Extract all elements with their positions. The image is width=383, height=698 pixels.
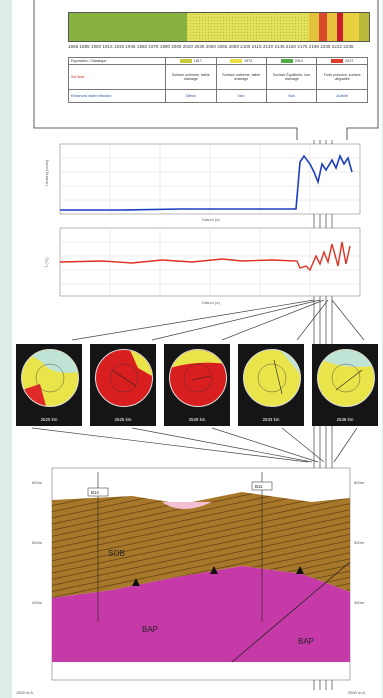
legend-col-1: 1817: [165, 56, 217, 66]
legend-row-label-2: Enhanced water intrusion: [68, 89, 166, 104]
chart-temperature-ylabel: T (°C): [44, 257, 49, 268]
section-footer-right: 2500 m A.: [348, 690, 366, 695]
chart-heating-ylabel: Heating (cm/a): [44, 159, 49, 186]
legend-table: Exposition / Classique 1817 1972 2014 20…: [68, 56, 368, 104]
chart-heating-xlabel: Datum (a): [202, 217, 220, 222]
disc-label-3: 2528 km: [188, 417, 206, 422]
depth-left-2: 500m: [32, 540, 43, 545]
disc-label-4: 2533 km: [262, 417, 280, 422]
cross-section: B14 B11 SOB BAP BAP 600m 500m 400m 600m …: [16, 467, 366, 695]
disc-label-1: 2520 km: [40, 417, 58, 422]
depth-left-1: 600m: [32, 480, 43, 485]
legend-status-2: Non: [215, 89, 267, 104]
legend-desc-2: Surface uniforme, faible drainage: [215, 64, 267, 91]
well-marker-right: B11: [255, 484, 263, 489]
legend-header: Exposition / Classique: [68, 56, 166, 66]
legend-status-4: Activité: [316, 89, 368, 104]
depth-left-3: 400m: [32, 600, 43, 605]
depth-right-3: 400m: [354, 600, 365, 605]
disc-image-3: 2528 km: [164, 344, 230, 426]
chart-heating: Heating (cm/a) Datum (a): [44, 143, 361, 222]
heating-series-line: [60, 153, 353, 211]
unit-label-sob: SOB: [108, 549, 125, 558]
chart-temperature: T (°C) Datum (a): [44, 227, 361, 305]
depth-right-2: 500m: [354, 540, 365, 545]
legend-desc-4: Forte pression, surface dégradée: [316, 64, 368, 91]
unit-label-bap-left: BAP: [142, 625, 158, 634]
legend-desc-1: Surface uniforme, faible drainage: [165, 64, 217, 91]
disc-image-4: 2533 km: [238, 344, 304, 426]
disc-label-2: 2525 km: [114, 417, 132, 422]
figure-panel: 1868 1885 1900 1915 1930 1945 1960 1975 …: [12, 0, 382, 698]
disc-image-2: 2525 km: [90, 344, 156, 426]
unit-label-bap-right: BAP: [298, 637, 314, 646]
disc-image-1: 2520 km: [16, 344, 82, 426]
timeline-years: 1868 1885 1900 1915 1930 1945 1960 1975 …: [68, 44, 368, 50]
disc-label-5: 2538 km: [336, 417, 354, 422]
legend-row-label-1: Sol lisse: [68, 64, 166, 91]
disc-image-5: 2538 km: [312, 344, 378, 426]
timeline-years-text: 1868 1885 1900 1915 1930 1945 1960 1975 …: [68, 44, 354, 49]
legend-col-3: 2014: [265, 56, 318, 66]
temperature-series-line: [59, 241, 351, 272]
legend-status-3: Non: [265, 89, 318, 104]
legend-desc-3: Surface Équilibrée, bon drainage: [265, 64, 318, 91]
section-footer-left: 1500 m A.: [16, 690, 34, 695]
timeline-strip: [68, 12, 370, 42]
legend-col-2: 1972: [215, 56, 267, 66]
chart-temperature-xlabel: Datum (a): [202, 300, 220, 305]
legend-status-1: Début: [165, 89, 217, 104]
legend-col-4: 2017: [316, 56, 368, 66]
depth-right-1: 600m: [354, 480, 365, 485]
well-marker-left: B14: [91, 490, 99, 495]
